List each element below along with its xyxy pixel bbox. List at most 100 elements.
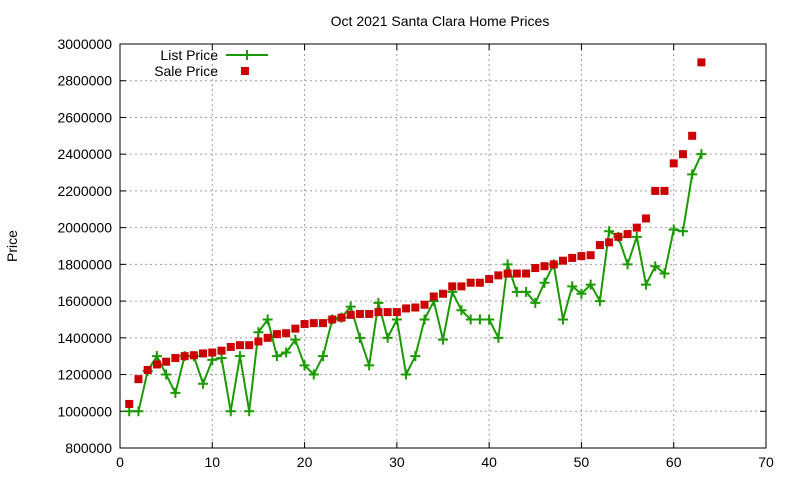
sale-price-point — [199, 349, 208, 358]
x-tick-label: 70 — [758, 454, 774, 470]
list-price-point — [290, 334, 301, 345]
sale-price-point — [217, 346, 226, 355]
sale-price-point — [568, 253, 577, 262]
list-price-point — [225, 406, 236, 417]
list-price-point — [687, 169, 698, 180]
list-price-point — [631, 231, 642, 242]
sale-price-point — [651, 186, 660, 195]
y-tick-label: 2200000 — [57, 183, 112, 199]
list-price-point — [299, 360, 310, 371]
list-price-point — [567, 281, 578, 292]
list-price-point — [345, 301, 356, 312]
y-tick-label: 1800000 — [57, 256, 112, 272]
sale-price-point — [226, 343, 235, 351]
sale-price-point — [328, 315, 337, 324]
x-tick-label: 10 — [204, 454, 220, 470]
y-tick-label: 1200000 — [57, 367, 112, 383]
sale-price-point — [420, 300, 429, 309]
legend-square-marker — [241, 67, 249, 75]
sale-price-point — [411, 303, 420, 312]
list-price-point — [391, 314, 402, 325]
sale-price-point — [291, 324, 300, 333]
list-price-point — [493, 332, 504, 343]
sale-price-point — [300, 320, 309, 329]
list-price-point — [373, 297, 384, 308]
list-price-point — [151, 351, 162, 362]
list-price-point — [234, 351, 245, 362]
sale-price-point — [162, 357, 171, 366]
sale-price-point — [263, 333, 272, 342]
list-price-point — [438, 334, 448, 345]
sale-price-point — [125, 399, 134, 408]
list-price-point — [484, 314, 495, 325]
list-price-point — [557, 314, 568, 325]
list-price-point — [456, 305, 467, 316]
list-price-point — [465, 314, 476, 325]
y-ticks: 800000 1000000 1200000 1400000 1600000 180000… — [57, 36, 766, 456]
legend-label-list-price: List Price — [160, 47, 218, 63]
list-price-point — [410, 351, 421, 362]
x-tick-label: 0 — [116, 454, 124, 470]
sale-price-point — [337, 313, 346, 322]
x-tick-label: 20 — [297, 454, 313, 470]
sale-price-point — [697, 58, 706, 67]
sale-price-point — [282, 329, 291, 338]
sale-price-point — [540, 262, 549, 271]
y-tick-label: 2400000 — [57, 146, 112, 162]
sale-price-point — [402, 304, 411, 313]
sale-price-point — [660, 186, 669, 195]
sale-price-point — [614, 232, 623, 241]
list-price-point — [622, 259, 633, 270]
sale-price-point — [346, 310, 355, 319]
list-price-point — [281, 347, 292, 358]
sale-price-point — [309, 319, 318, 328]
sale-price-point — [235, 341, 244, 350]
list-price-point — [198, 378, 209, 389]
legend: List Price Sale Price — [154, 47, 268, 79]
sale-price-point — [208, 348, 217, 357]
x-tick-label: 60 — [666, 454, 682, 470]
sale-price-point — [494, 271, 503, 280]
y-tick-label: 2000000 — [57, 220, 112, 236]
list-price-point — [576, 288, 587, 299]
sale-price-point — [512, 269, 521, 278]
sale-price-point — [503, 269, 512, 278]
list-price-point — [207, 354, 218, 365]
sale-price-point — [245, 341, 254, 350]
list-price-point — [539, 277, 550, 288]
list-price-point — [124, 406, 135, 417]
list-price-point — [401, 369, 412, 380]
list-price-point — [216, 353, 227, 364]
plot-frame — [119, 43, 767, 449]
sale-price-point — [632, 223, 641, 232]
sale-price-point — [669, 159, 678, 168]
sale-price-point — [383, 308, 392, 317]
list-price-point — [318, 351, 329, 362]
list-price-point — [530, 297, 541, 308]
sale-price-point — [623, 230, 632, 239]
sale-price-point — [688, 131, 697, 140]
sale-price-point — [549, 260, 558, 269]
sale-price-point — [189, 351, 198, 360]
sale-price-point — [429, 292, 438, 301]
legend-label-sale-price: Sale Price — [154, 63, 218, 79]
x-tick-label: 30 — [389, 454, 405, 470]
sale-price-point — [531, 264, 540, 273]
sale-price-point — [642, 214, 651, 223]
y-tick-label: 1600000 — [57, 293, 112, 309]
list-price-point — [696, 149, 707, 160]
sale-price-point — [319, 319, 328, 328]
chart-title: Oct 2021 Santa Clara Home Prices — [331, 13, 550, 29]
sale-price-point — [134, 375, 143, 384]
list-price-point — [585, 279, 596, 290]
list-price-point — [271, 351, 282, 362]
legend-plus-marker — [242, 50, 252, 60]
list-price-point — [170, 387, 181, 398]
list-price-point — [650, 261, 661, 272]
sale-price-point — [392, 308, 401, 317]
sale-price-point — [143, 365, 152, 374]
x-tick-label: 40 — [481, 454, 497, 470]
list-price-point — [474, 314, 485, 325]
sale-price-point — [558, 256, 567, 265]
